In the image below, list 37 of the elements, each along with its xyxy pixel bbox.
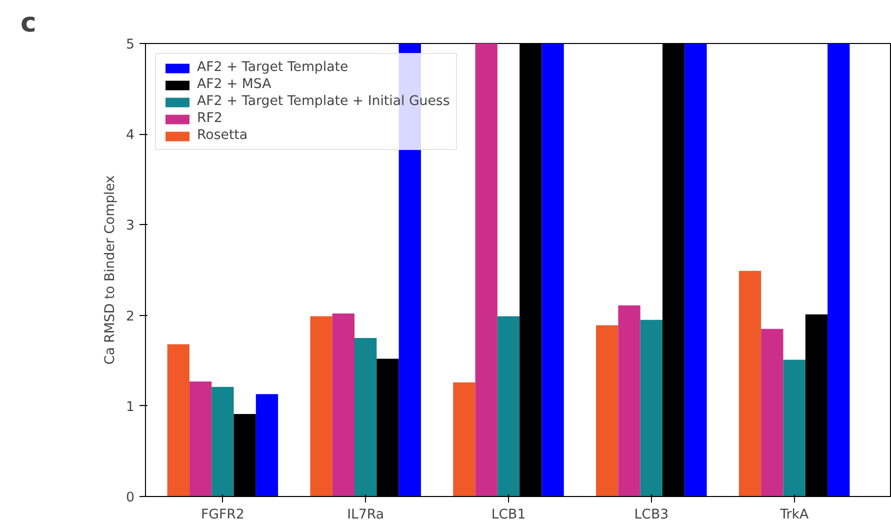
bar <box>761 328 784 496</box>
bar <box>640 320 662 496</box>
bar <box>738 270 762 496</box>
bar <box>212 386 234 496</box>
bar <box>542 44 564 496</box>
legend-label: Rosetta <box>197 128 248 143</box>
legend-label: AF2 + MSA <box>197 77 272 92</box>
bar <box>475 44 498 496</box>
x-tick-label: TrkA <box>779 508 809 522</box>
bar <box>497 316 520 496</box>
bar <box>189 381 212 496</box>
bar <box>332 313 355 496</box>
x-tick-label: FGFR2 <box>200 508 244 522</box>
x-tick-label: LCB1 <box>491 508 526 522</box>
bar <box>354 338 377 496</box>
bar <box>167 344 190 496</box>
legend-label: AF2 + Target Template + Initial Guess <box>197 94 450 109</box>
y-axis-title: Ca RMSD to Binder Complex <box>103 175 118 365</box>
bar <box>596 325 618 496</box>
bar <box>453 382 476 496</box>
x-tick-label: IL7Ra <box>347 508 384 522</box>
y-tick-label: 2 <box>126 309 135 324</box>
y-tick-label: 0 <box>126 490 135 506</box>
bar <box>684 44 707 496</box>
x-tick-label: LCB3 <box>634 508 669 522</box>
bar <box>310 316 332 496</box>
legend-label: RF2 <box>197 111 222 126</box>
bar <box>828 44 850 496</box>
bar <box>783 360 806 496</box>
legend-label: AF2 + Target Template <box>197 60 348 75</box>
y-tick-label: 4 <box>126 128 135 144</box>
y-tick-label: 1 <box>126 400 135 415</box>
bar <box>618 305 640 496</box>
bar <box>256 394 278 496</box>
y-tick-label: 5 <box>126 38 135 52</box>
text: c <box>20 8 36 38</box>
y-tick-label: 3 <box>126 218 135 234</box>
